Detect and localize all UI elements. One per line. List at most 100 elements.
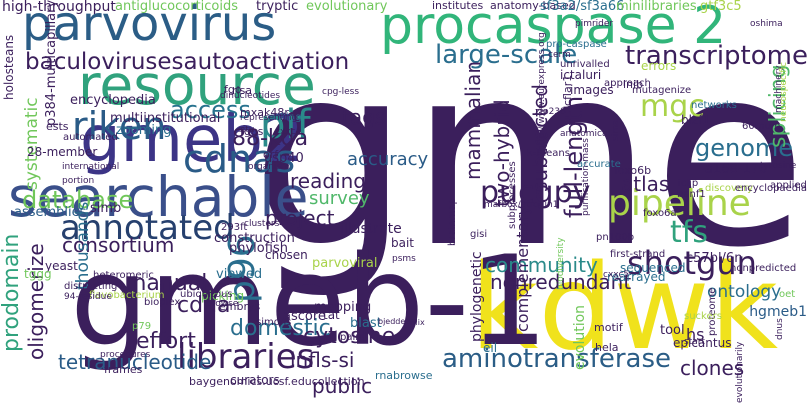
cloud-word: foxo6b bbox=[614, 164, 652, 177]
cloud-word: portion bbox=[62, 176, 95, 186]
cloud-word: rnabrowse bbox=[375, 369, 433, 382]
cloud-word: sequenced bbox=[620, 261, 686, 275]
cloud-word: pipeline bbox=[608, 183, 751, 224]
cloud-word: atlas bbox=[621, 172, 670, 196]
cloud-word: p384-multicapillary bbox=[44, 0, 59, 127]
cloud-word: reading bbox=[290, 169, 366, 193]
cloud-word: embrys bbox=[219, 300, 261, 313]
cloud-word: anatomy-based bbox=[490, 0, 576, 12]
cloud-word: hs bbox=[686, 325, 705, 344]
cloud-word: frames bbox=[104, 363, 143, 376]
cloud-word: genome bbox=[695, 134, 794, 162]
cloud-word: banf1 bbox=[677, 189, 706, 200]
cloud-word: start bbox=[684, 337, 705, 347]
cloud-word: shotgun bbox=[627, 244, 757, 282]
cloud-word: rearrayed bbox=[607, 270, 666, 284]
cloud-word: phylofish bbox=[229, 241, 288, 256]
cloud-word: institutes bbox=[432, 0, 484, 12]
cloud-word: mapping bbox=[314, 300, 372, 315]
cloud-word: motif bbox=[594, 321, 623, 334]
cloud-word: distracting bbox=[64, 281, 118, 292]
cloud-word: baculovirusesautoactivation bbox=[25, 49, 350, 75]
cloud-word: riken bbox=[72, 104, 167, 148]
cloud-word: hgmeb1 bbox=[749, 304, 807, 320]
cloud-word: organism bbox=[248, 162, 290, 172]
cloud-word: tool bbox=[660, 323, 685, 338]
cloud-word: mutagenize bbox=[632, 85, 692, 96]
cloud-word: pimrider bbox=[575, 19, 614, 29]
cloud-word: encyclopedia bbox=[70, 93, 156, 108]
cloud-word: evolutionary bbox=[306, 0, 388, 14]
cloud-word: blast bbox=[350, 316, 382, 331]
cloud-word: dinucleotides bbox=[220, 91, 281, 101]
cloud-word: pairs bbox=[340, 332, 365, 343]
cloud-word: tyrosine bbox=[760, 161, 797, 171]
cloud-word: nonredundant bbox=[490, 270, 632, 294]
cloud-word: sima bbox=[611, 119, 621, 141]
cloud-word: suckers bbox=[684, 311, 722, 322]
cloud-word: hela bbox=[595, 341, 619, 354]
cloud-word: simb bbox=[90, 201, 122, 216]
cloud-word: phylogenetic bbox=[469, 251, 485, 342]
cloud-word: systematic bbox=[22, 97, 42, 190]
cloud-word: baygenomics.ucsf.educollection bbox=[189, 375, 365, 388]
cloud-word: evolution bbox=[572, 304, 588, 370]
cloud-word: procaspase 2 bbox=[380, 0, 727, 56]
cloud-word: assemblies bbox=[14, 205, 87, 220]
cloud-word: evolutionarily bbox=[735, 341, 745, 403]
cloud-word: database bbox=[22, 186, 134, 214]
cloud-word: first-strand bbox=[610, 249, 666, 260]
cloud-word: resource bbox=[78, 53, 316, 117]
cloud-word: tryptic bbox=[256, 0, 299, 14]
cloud-word: minilibraries bbox=[616, 0, 697, 14]
cloud-word: oet bbox=[779, 289, 796, 300]
cloud-word: manual bbox=[125, 271, 208, 296]
cloud-word: mxak48r bbox=[240, 106, 289, 119]
cloud-word: aminotransferase bbox=[442, 344, 672, 374]
cloud-word: infls-si bbox=[290, 348, 355, 372]
cloud-word: picking bbox=[201, 289, 245, 303]
cloud-word: orf bbox=[263, 148, 279, 161]
cloud-word: accurate bbox=[577, 159, 621, 170]
cloud-word: c57bl/6n bbox=[686, 251, 743, 266]
cloud-word: high-throughput bbox=[2, 0, 116, 15]
cloud-word: bjeddeb bbox=[378, 317, 411, 326]
cloud-word: zooming bbox=[116, 123, 172, 138]
cloud-word: 60mum bbox=[742, 121, 781, 132]
cloud-word: bioplex bbox=[144, 297, 181, 308]
cloud-word: automated bbox=[63, 132, 118, 143]
cloud-word: heteromeric bbox=[93, 270, 154, 281]
cloud-word: networks bbox=[691, 100, 737, 111]
cloud-word: domestic bbox=[230, 316, 331, 341]
cloud-word: 293ft bbox=[221, 222, 248, 233]
cloud-word: searchable bbox=[8, 165, 309, 229]
cloud-word: subprocesses bbox=[507, 161, 518, 229]
cloud-word: mgc bbox=[640, 89, 705, 124]
cloud-word: mammalian bbox=[461, 60, 485, 180]
cloud-word: cdnas bbox=[183, 137, 296, 181]
cloud-word: gme bbox=[250, 11, 807, 302]
cloud-word: iclip bbox=[678, 178, 699, 189]
cloud-word: gmeb-1 bbox=[70, 230, 549, 374]
cloud-word: 94-residue bbox=[64, 292, 112, 302]
cloud-word: nonpredicted bbox=[730, 263, 797, 274]
cloud-word: international bbox=[62, 162, 120, 172]
cloud-word: tags bbox=[342, 105, 386, 129]
cloud-word: ascore bbox=[283, 309, 326, 324]
cloud-word: accuracy bbox=[347, 149, 429, 170]
cloud-word: public bbox=[312, 374, 373, 398]
cloud-word: unrivalled bbox=[560, 59, 610, 70]
cloud-word: yeast bbox=[45, 259, 78, 273]
cloud-word: holosteans bbox=[2, 34, 16, 100]
cloud-word: biodiversity bbox=[556, 237, 566, 290]
cloud-word: clones bbox=[680, 356, 745, 380]
cloud-word: illustrate bbox=[340, 221, 402, 237]
cloud-word: clusters bbox=[244, 219, 280, 229]
cloud-word: usp40 bbox=[264, 151, 304, 166]
cloud-word: parvoviral bbox=[312, 256, 378, 271]
cloud-word: effort bbox=[136, 329, 196, 354]
cloud-word: cxxc5 bbox=[603, 270, 630, 280]
cloud-word: encyclopaedia bbox=[734, 183, 807, 194]
cloud-word: kdwk bbox=[470, 238, 779, 376]
